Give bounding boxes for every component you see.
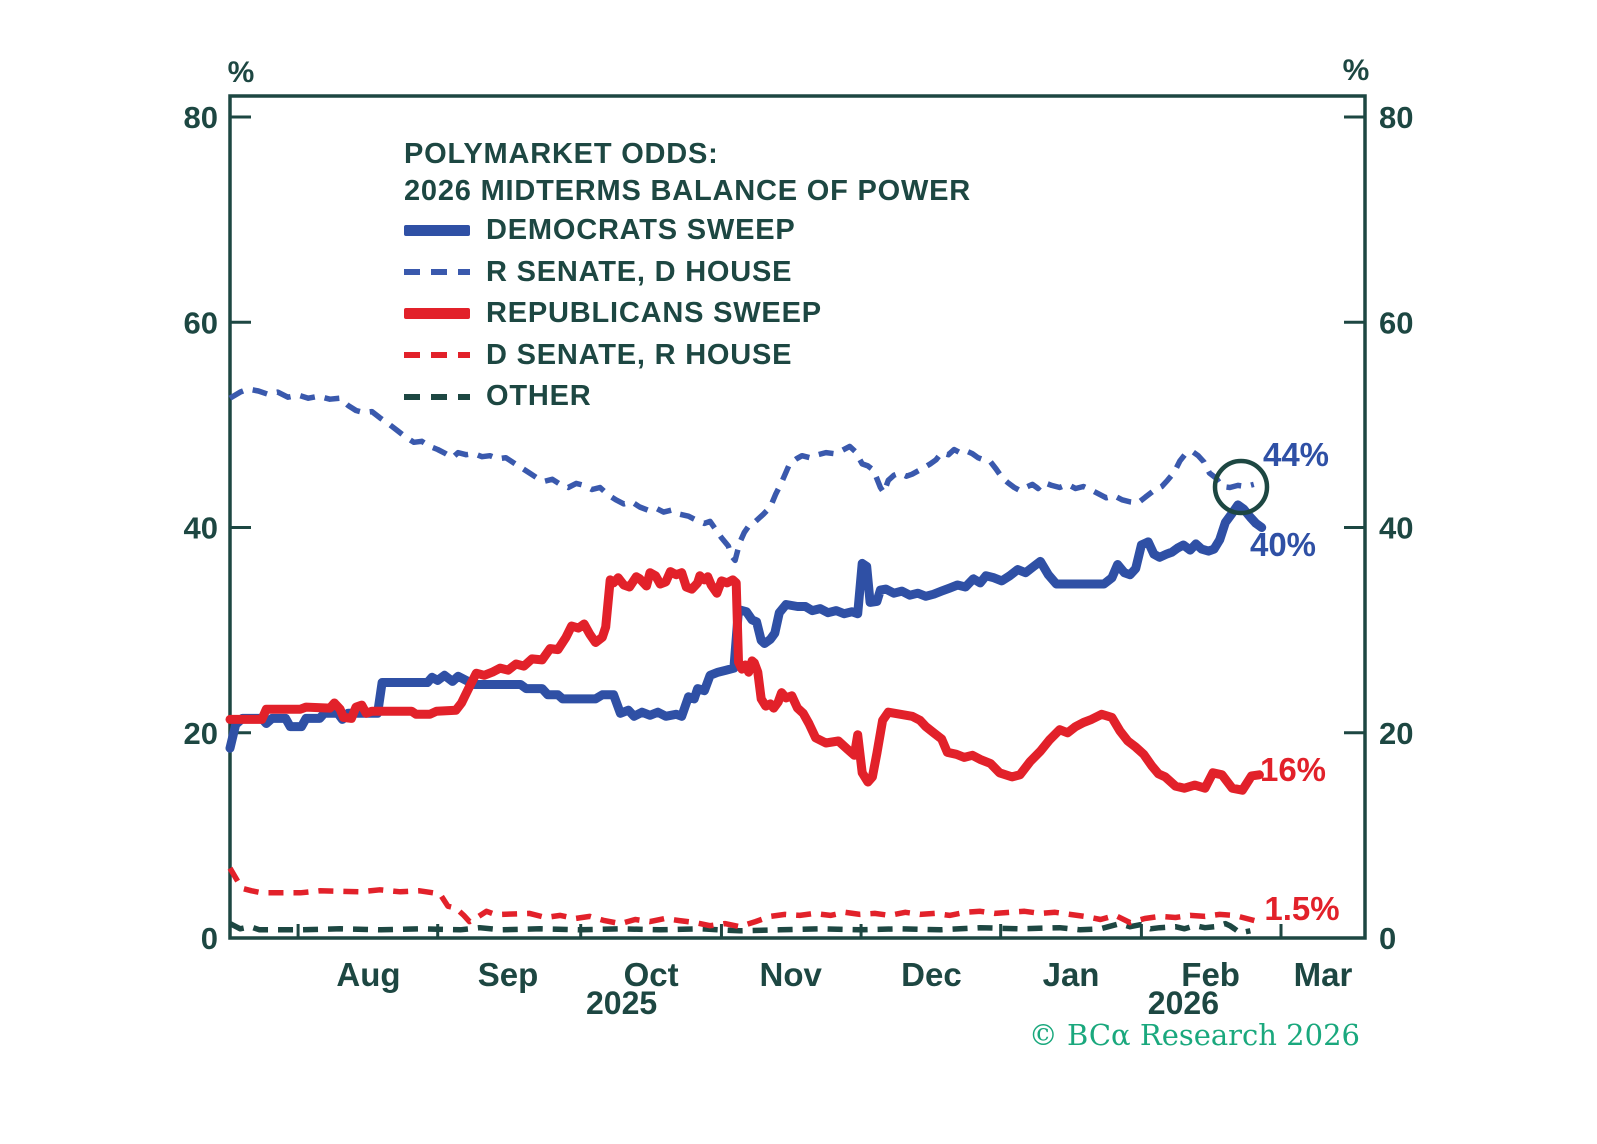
ann-r-senate-d-house-end: 44% xyxy=(1263,436,1329,473)
chart-title: POLYMARKET ODDS: 2026 MIDTERMS BALANCE O… xyxy=(404,136,971,210)
legend-item-r-senate-d-house: R SENATE, D HOUSE xyxy=(404,252,822,294)
x-axis-label-dec: Dec xyxy=(901,956,962,993)
legend-label: OTHER xyxy=(486,380,592,413)
y-tick-label-right-0: 0 xyxy=(1379,921,1396,956)
highlight-circle xyxy=(1212,458,1270,516)
legend-label: R SENATE, D HOUSE xyxy=(486,255,793,288)
legend-swatch-dashed-icon xyxy=(404,269,470,276)
legend-item-other: OTHER xyxy=(404,376,822,418)
y-tick-label-right-20: 20 xyxy=(1379,716,1413,751)
plot-border xyxy=(228,94,1367,940)
legend-label: REPUBLICANS SWEEP xyxy=(486,297,822,330)
series-line-d-senate-r-house xyxy=(227,866,1260,930)
legend: DEMOCRATS SWEEP R SENATE, D HOUSE REPUBLIC… xyxy=(404,210,822,418)
ann-d-senate-r-house-end: 1.5% xyxy=(1264,890,1339,927)
series-line-dem-sweep xyxy=(225,500,1267,753)
legend-item-rep-sweep: REPUBLICANS SWEEP xyxy=(404,293,822,335)
y-axis-unit-right: % xyxy=(1343,54,1370,87)
x-axis-label-nov: Nov xyxy=(760,956,823,993)
legend-swatch-solid-icon xyxy=(404,308,470,320)
y-tick-label-left-0: 0 xyxy=(201,921,218,956)
legend-label: D SENATE, R HOUSE xyxy=(486,338,793,371)
y-tick-label-left-60: 60 xyxy=(184,305,218,340)
legend-swatch-dashed-icon xyxy=(404,393,470,400)
y-tick-label-left-80: 80 xyxy=(184,100,218,135)
x-axis-label-feb: Feb xyxy=(1181,956,1240,993)
legend-swatch-solid-icon xyxy=(404,225,470,237)
x-axis-label-aug: Aug xyxy=(336,956,400,993)
y-tick-label-right-80: 80 xyxy=(1379,100,1413,135)
legend-item-dem-sweep: DEMOCRATS SWEEP xyxy=(404,210,822,252)
ann-dem-sweep-end: 40% xyxy=(1250,526,1316,563)
ann-rep-sweep-end: 16% xyxy=(1260,751,1326,788)
series-line-other xyxy=(228,920,1251,936)
x-axis-label-jan: Jan xyxy=(1043,956,1100,993)
chart-title-line2: 2026 MIDTERMS BALANCE OF POWER xyxy=(404,175,971,207)
x-axis-label-oct: Oct xyxy=(624,956,679,993)
y-axis-unit-left: % xyxy=(228,56,255,89)
x-axis-label-mar: Mar xyxy=(1294,956,1353,993)
legend-swatch-dashed-icon xyxy=(404,352,470,359)
chart-title-line1: POLYMARKET ODDS: xyxy=(404,138,719,170)
y-tick-label-right-60: 60 xyxy=(1379,305,1413,340)
series-line-r-senate-d-house xyxy=(228,386,1255,564)
y-tick-label-right-40: 40 xyxy=(1379,511,1413,546)
legend-item-d-senate-r-house: D SENATE, R HOUSE xyxy=(404,335,822,377)
legend-label: DEMOCRATS SWEEP xyxy=(486,214,796,247)
series-line-rep-sweep xyxy=(225,567,1264,795)
x-axis-label-sep: Sep xyxy=(478,956,539,993)
x-axis-year-2025: 2025 xyxy=(586,985,657,1021)
y-tick-label-left-40: 40 xyxy=(184,511,218,546)
x-axis-year-2026: 2026 xyxy=(1148,985,1219,1021)
copyright: © BCα Research 2026 xyxy=(1028,1018,1360,1052)
y-tick-label-left-20: 20 xyxy=(184,716,218,751)
